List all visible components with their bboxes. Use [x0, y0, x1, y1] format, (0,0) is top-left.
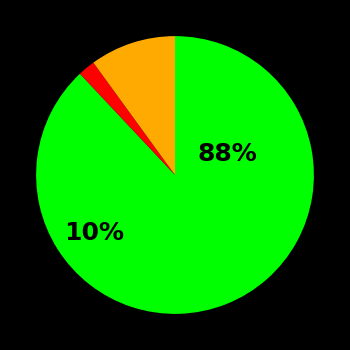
- Text: 88%: 88%: [198, 142, 258, 166]
- Wedge shape: [80, 63, 175, 175]
- Wedge shape: [93, 36, 175, 175]
- Wedge shape: [36, 36, 314, 314]
- Text: 10%: 10%: [64, 221, 125, 245]
